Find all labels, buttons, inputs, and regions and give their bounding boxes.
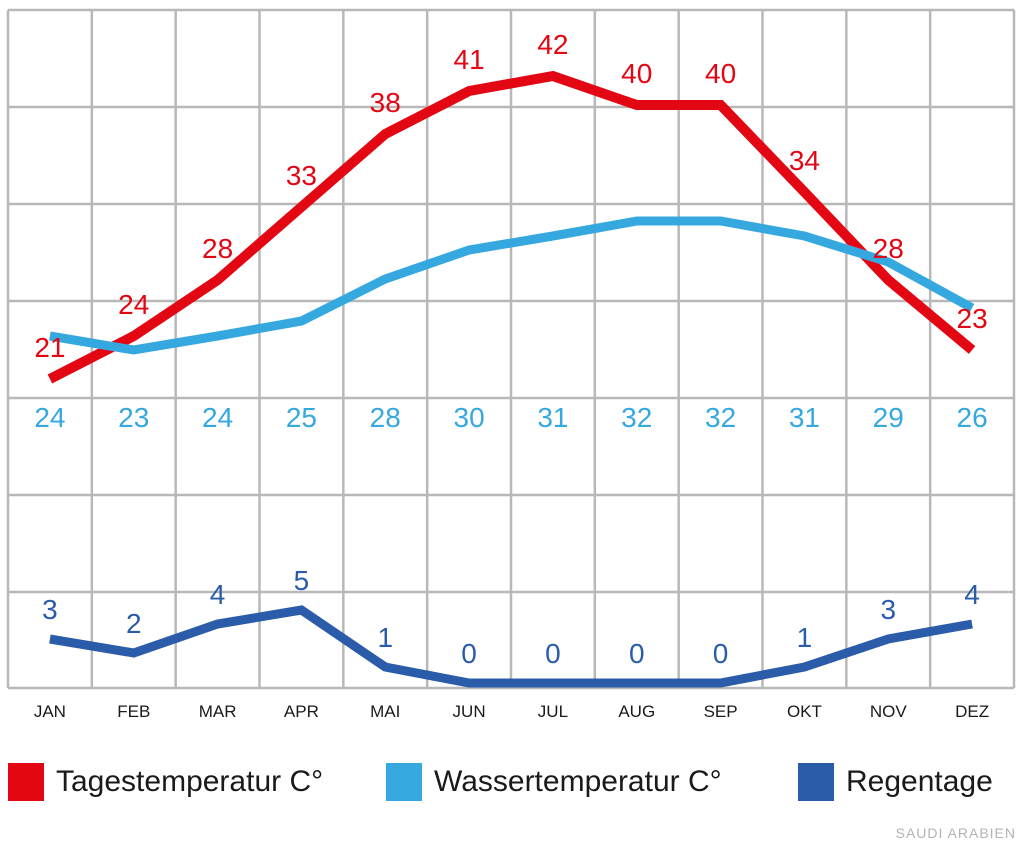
x-tick-label: JAN (34, 702, 66, 721)
data-label-rain-days: 1 (377, 622, 393, 653)
data-label-water-temperature: 24 (202, 402, 233, 433)
data-label-day-temperature: 40 (621, 58, 652, 89)
data-label-rain-days: 2 (126, 608, 142, 639)
legend-item-day-temperature: Tagestemperatur C° (8, 760, 323, 804)
x-tick-label: OKT (787, 702, 822, 721)
legend-swatch-day-temperature (8, 763, 44, 801)
data-label-day-temperature: 42 (537, 29, 568, 60)
x-tick-label: JUL (538, 702, 568, 721)
legend: Tagestemperatur C° Wassertemperatur C° R… (0, 760, 1024, 810)
data-label-water-temperature: 25 (286, 402, 317, 433)
legend-label-rain-days: Regentage (846, 765, 993, 798)
data-label-rain-days: 0 (629, 638, 645, 669)
data-label-day-temperature: 40 (705, 58, 736, 89)
data-label-rain-days: 4 (964, 579, 980, 610)
data-label-rain-days: 4 (210, 579, 226, 610)
legend-swatch-rain-days (798, 763, 834, 801)
x-tick-label: APR (284, 702, 319, 721)
x-tick-label: AUG (618, 702, 655, 721)
data-label-day-temperature: 23 (957, 303, 988, 334)
data-label-rain-days: 3 (42, 594, 58, 625)
data-label-water-temperature: 32 (621, 402, 652, 433)
data-label-day-temperature: 21 (34, 332, 65, 363)
data-label-water-temperature: 29 (873, 402, 904, 433)
data-label-day-temperature: 28 (873, 233, 904, 264)
data-label-rain-days: 0 (461, 638, 477, 669)
chart-grid (6, 8, 1016, 690)
data-label-day-temperature: 28 (202, 233, 233, 264)
data-label-day-temperature: 33 (286, 160, 317, 191)
legend-item-water-temperature: Wassertemperatur C° (386, 760, 722, 804)
data-label-water-temperature: 23 (118, 402, 149, 433)
series-line-day-temperature (47, 70, 976, 384)
data-label-water-temperature: 31 (789, 402, 820, 433)
x-tick-label: JUN (453, 702, 486, 721)
x-tick-label: FEB (117, 702, 150, 721)
data-label-water-temperature: 24 (34, 402, 65, 433)
series-lines (47, 70, 976, 688)
x-tick-label: MAR (199, 702, 237, 721)
data-label-rain-days: 5 (294, 565, 310, 596)
data-label-day-temperature: 41 (454, 44, 485, 75)
legend-swatch-water-temperature (386, 763, 422, 801)
data-label-day-temperature: 34 (789, 145, 820, 176)
source-label: SAUDI ARABIEN (895, 825, 1016, 841)
legend-label-day-temperature: Tagestemperatur C° (56, 765, 324, 798)
data-label-water-temperature: 32 (705, 402, 736, 433)
series-line-water-temperature (49, 216, 975, 355)
data-label-rain-days: 0 (713, 638, 729, 669)
x-axis-ticks: JAN FEB MAR APR MAI JUN JUL AUG SEP OKT NOV DEZ (34, 702, 989, 721)
series-line-rain-days (49, 605, 973, 688)
x-tick-label: DEZ (955, 702, 989, 721)
data-label-day-temperature: 24 (118, 289, 149, 320)
x-tick-label: SEP (704, 702, 738, 721)
data-label-water-temperature: 30 (454, 402, 485, 433)
legend-item-rain-days: Regentage (798, 760, 993, 804)
data-label-water-temperature: 28 (370, 402, 401, 433)
data-label-day-temperature: 38 (370, 87, 401, 118)
x-tick-label: NOV (870, 702, 908, 721)
data-label-rain-days: 3 (880, 594, 896, 625)
data-label-rain-days: 0 (545, 638, 561, 669)
data-label-water-temperature: 26 (957, 402, 988, 433)
data-label-rain-days: 1 (797, 622, 813, 653)
legend-label-water-temperature: Wassertemperatur C° (434, 765, 722, 798)
data-label-water-temperature: 31 (537, 402, 568, 433)
x-tick-label: MAI (370, 702, 400, 721)
